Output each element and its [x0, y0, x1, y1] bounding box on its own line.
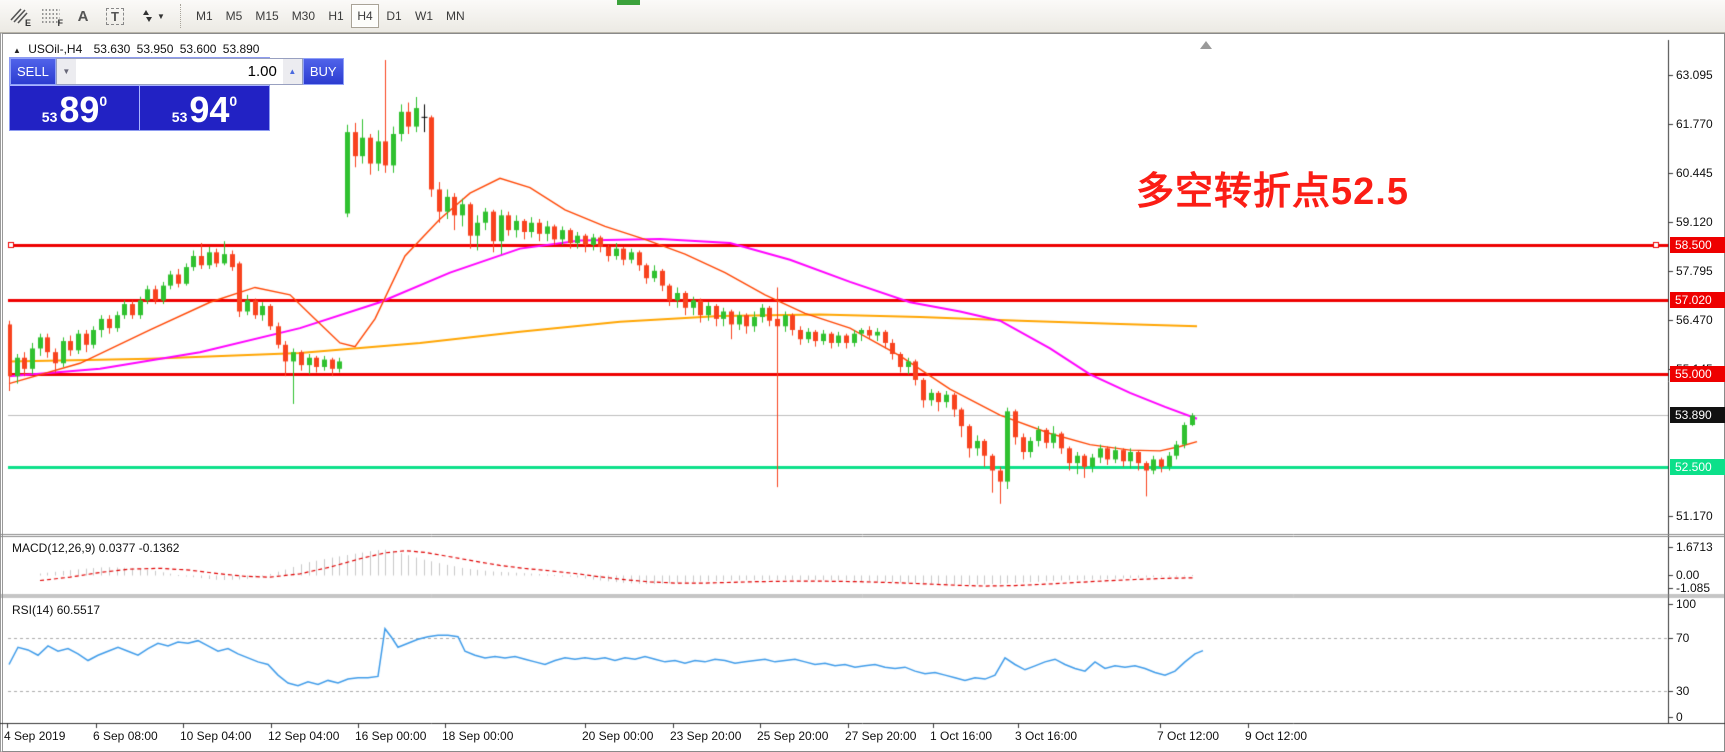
buy-price-big: 94	[189, 88, 230, 130]
price-tick-51.170: 51.170	[1676, 508, 1713, 523]
price-tick-63.095: 63.095	[1676, 68, 1713, 82]
sell-button[interactable]: SELL	[10, 58, 56, 85]
sell-price-prefix: 53	[41, 109, 58, 125]
arrows-icon	[139, 8, 155, 24]
ellipse-tool-letter: E	[24, 18, 31, 28]
buy-button[interactable]: BUY	[302, 58, 344, 85]
time-tick: 7 Oct 12:00	[1157, 729, 1220, 743]
level-badge-52.500: 52.500	[1670, 458, 1725, 475]
volume-stepper: ▼ ▲	[55, 58, 303, 85]
draw-ellipse-button[interactable]: E	[4, 3, 34, 29]
rsi-tick-0: 0	[1676, 710, 1683, 724]
sell-price-sup: 0	[99, 93, 108, 109]
bar-low-value: 53.600	[179, 42, 217, 56]
one-click-trading-panel: SELL ▼ ▲ BUY 53 89 0 53 94 0	[9, 57, 344, 131]
time-tick: 9 Oct 12:00	[1245, 729, 1308, 743]
draw-text-button[interactable]: A	[68, 3, 98, 29]
toolbar-separator	[180, 4, 182, 28]
macd-pane-label: MACD(12,26,9) 0.0377 -0.1362	[12, 541, 180, 555]
chart-annotation-text: 多空转折点52.5	[1136, 171, 1409, 213]
symbol-timeframe-label: USOil-,H4	[28, 42, 83, 56]
bar-open-value: 53.630	[93, 42, 131, 56]
text-a-icon: A	[77, 7, 89, 25]
level-badge-58.500: 58.500	[1670, 236, 1725, 253]
chevron-down-icon: ▼	[157, 11, 165, 21]
macd-tick--1.085: -1.085	[1676, 581, 1711, 595]
time-tick: 3 Oct 16:00	[1015, 729, 1078, 743]
sell-price-big: 89	[59, 88, 100, 130]
timeframe-w1[interactable]: W1	[409, 4, 439, 28]
time-tick: 20 Sep 00:00	[582, 729, 654, 743]
bar-high-value: 53.950	[136, 42, 174, 56]
timeframe-group: M1 M5 M15 M30 H1 H4 D1 W1 MN	[190, 4, 472, 28]
fibonacci-tool-letter: F	[57, 18, 64, 28]
time-tick: 27 Sep 20:00	[845, 729, 917, 743]
level-badge-55.000: 55.000	[1670, 366, 1725, 383]
rsi-value: 60.5517	[56, 603, 101, 617]
timeframe-m30[interactable]: M30	[286, 4, 321, 28]
fibonacci-grid-icon	[41, 7, 61, 25]
text-label-t-icon: T	[106, 7, 124, 25]
volume-input[interactable]	[75, 59, 283, 84]
rsi-tick-30: 30	[1676, 684, 1690, 698]
price-tick-59.120: 59.120	[1676, 214, 1713, 229]
time-tick: 18 Sep 00:00	[442, 729, 514, 743]
collapse-triangle-icon[interactable]: ▲	[13, 46, 21, 55]
price-tick-60.445: 60.445	[1676, 165, 1713, 180]
current-price-badge: 53.890	[1670, 407, 1725, 424]
time-tick: 10 Sep 04:00	[180, 729, 252, 743]
macd-tick-1.6713: 1.6713	[1676, 540, 1713, 554]
arrows-dropdown-button[interactable]: ▼	[132, 3, 172, 29]
volume-decrease-button[interactable]: ▼	[56, 59, 76, 84]
green-marker-artifact	[617, 0, 640, 5]
timeframe-m1[interactable]: M1	[190, 4, 219, 28]
time-tick: 16 Sep 00:00	[355, 729, 427, 743]
buy-quote[interactable]: 53 94 0	[139, 86, 269, 130]
draw-text-label-button[interactable]: T	[100, 3, 130, 29]
price-tick-61.770: 61.770	[1676, 116, 1713, 131]
buy-price-sup: 0	[229, 93, 238, 109]
sell-quote[interactable]: 53 89 0	[10, 86, 139, 130]
rsi-tick-100: 100	[1676, 597, 1697, 611]
time-tick: 1 Oct 16:00	[930, 729, 993, 743]
top-toolbar: E F A T ▼ M1 M5 M15 M30 H1 H4 D1 W1 MN	[0, 0, 1725, 33]
timeframe-h1[interactable]: H1	[322, 4, 350, 28]
draw-fibonacci-button[interactable]: F	[36, 3, 66, 29]
ellipse-hatch-icon	[9, 7, 29, 25]
timeframe-h4[interactable]: H4	[351, 4, 380, 28]
chart-shift-marker-icon[interactable]	[1200, 41, 1212, 49]
price-tick-56.470: 56.470	[1676, 312, 1713, 327]
volume-increase-button[interactable]: ▲	[282, 59, 302, 84]
time-tick: 4 Sep 2019	[4, 729, 66, 743]
time-tick: 6 Sep 08:00	[93, 729, 158, 743]
rsi-tick-70: 70	[1676, 631, 1690, 645]
chart-header: ▲ USOil-,H4 53.630 53.950 53.600 53.890	[13, 42, 262, 56]
trade-controls-row: SELL ▼ ▲ BUY	[10, 58, 344, 85]
timeframe-m15[interactable]: M15	[249, 4, 284, 28]
timeframe-mn[interactable]: MN	[440, 4, 471, 28]
bar-close-value: 53.890	[222, 42, 260, 56]
macd-tick-0.00: 0.00	[1676, 568, 1700, 582]
buy-price-prefix: 53	[171, 109, 188, 125]
rsi-pane-label: RSI(14) 60.5517	[12, 603, 101, 617]
time-tick: 12 Sep 04:00	[268, 729, 340, 743]
timeframe-m5[interactable]: M5	[220, 4, 249, 28]
price-tick-57.795: 57.795	[1676, 263, 1713, 278]
time-tick: 25 Sep 20:00	[757, 729, 829, 743]
macd-values: 0.0377 -0.1362	[98, 541, 180, 555]
level-badge-57.020: 57.020	[1670, 291, 1725, 308]
time-tick: 23 Sep 20:00	[670, 729, 742, 743]
timeframe-d1[interactable]: D1	[380, 4, 408, 28]
quote-row: 53 89 0 53 94 0	[10, 85, 269, 130]
